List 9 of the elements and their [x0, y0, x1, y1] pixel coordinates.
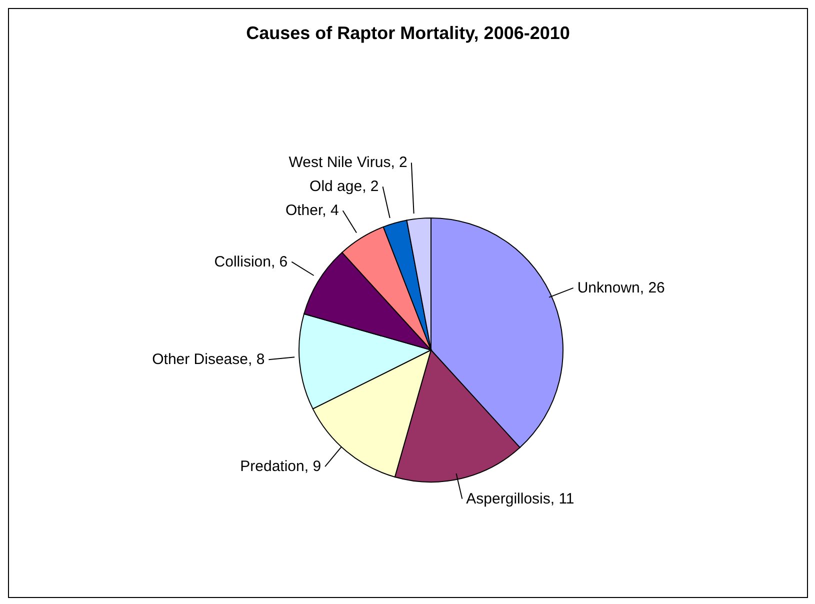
slice-label: Old age, 2: [310, 178, 379, 196]
slice-label: Predation, 9: [240, 458, 322, 476]
slice-label: Other Disease, 8: [152, 351, 265, 368]
slice-label: Other, 4: [285, 202, 339, 220]
slice-label: Collision, 6: [214, 253, 288, 270]
slice-label: West Nile Virus, 2: [288, 154, 408, 172]
chart-title: Causes of Raptor Mortality, 2006-2010: [245, 23, 571, 44]
slice-label: Unknown, 26: [577, 279, 665, 296]
slice-label: Aspergillosis, 11: [466, 490, 574, 508]
